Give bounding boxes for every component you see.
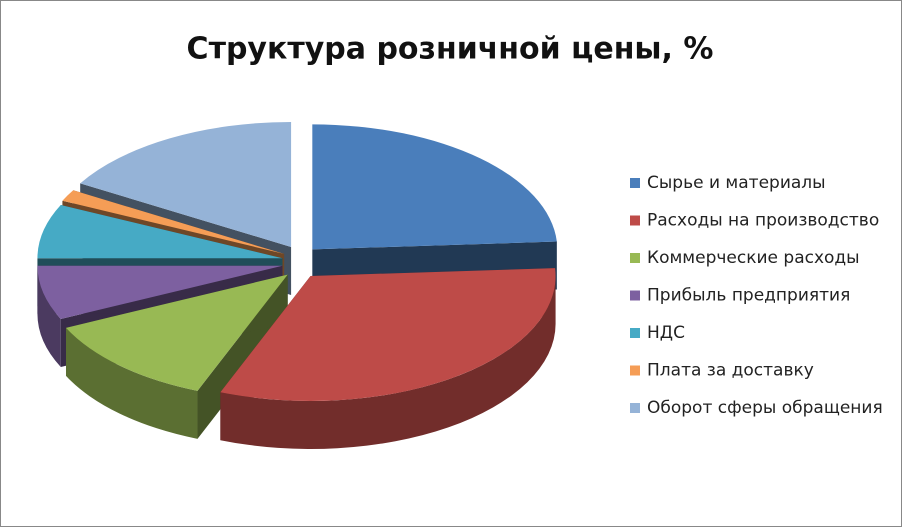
legend-swatch	[630, 253, 640, 263]
pie	[37, 121, 557, 449]
slice	[65, 274, 288, 439]
slice-top	[80, 121, 292, 247]
legend-label: НДС	[647, 323, 685, 343]
legend-label: Сырье и материалы	[647, 173, 826, 193]
slice-top	[62, 190, 285, 254]
chart-title: Структура розничной цены, %	[187, 32, 714, 67]
legend-swatch	[630, 215, 640, 226]
slice-side	[65, 327, 198, 439]
legend-swatch	[630, 178, 640, 188]
legend-label: Плата за доставку	[647, 361, 814, 381]
legend: Сырье и материалы Расходы на производство…	[630, 173, 883, 418]
legend-swatch	[630, 403, 640, 413]
legend-label: Расходы на производство	[647, 211, 879, 231]
slice-top	[65, 274, 288, 391]
legend-label: Прибыль предприятия	[647, 286, 850, 306]
legend-swatch	[630, 290, 640, 301]
legend-label: Коммерческие расходы	[647, 248, 860, 268]
legend-swatch	[630, 365, 640, 376]
slice-top	[312, 124, 557, 250]
slice-top	[37, 205, 283, 259]
slice-top	[220, 268, 556, 401]
slice-side	[37, 265, 61, 367]
slice-side	[220, 275, 556, 449]
slice-top	[37, 265, 283, 319]
slice	[220, 268, 556, 449]
legend-swatch	[630, 328, 640, 338]
legend-label: Оборот сферы обращения	[647, 398, 883, 418]
